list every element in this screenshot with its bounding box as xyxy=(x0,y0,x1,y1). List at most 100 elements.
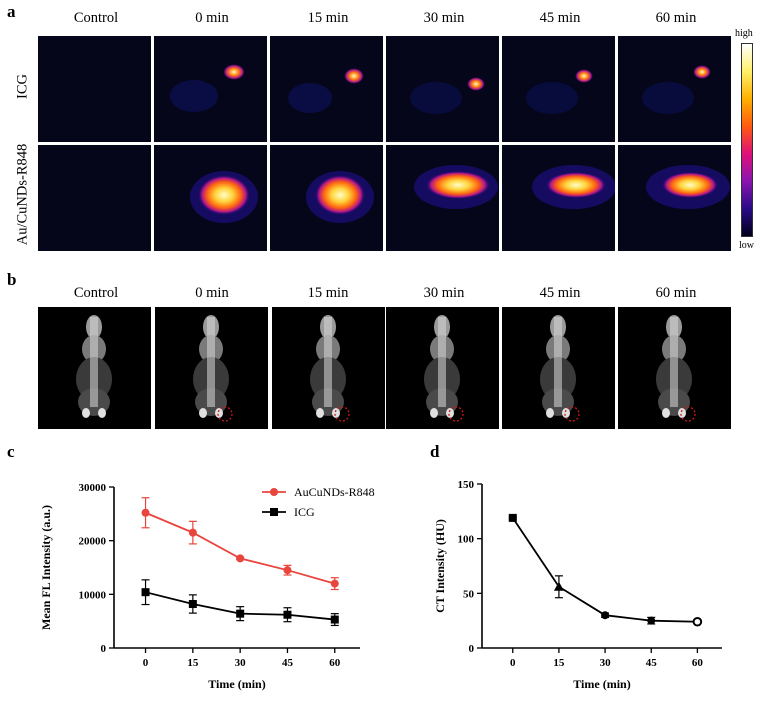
y-axis-label: CT Intensity (HU) xyxy=(433,519,447,613)
data-point xyxy=(283,610,292,619)
panel-b-col-60min: 60 min xyxy=(655,285,697,301)
fl-tile-aucunds-15min xyxy=(270,145,383,251)
panel-c-letter: c xyxy=(7,442,15,461)
panel-d-letter: d xyxy=(430,442,440,461)
fl-tile-aucunds-control xyxy=(38,145,151,251)
data-point xyxy=(330,615,339,624)
ct-mouse-part xyxy=(207,317,215,407)
data-point xyxy=(141,508,150,517)
ct-mouse-part xyxy=(98,408,106,418)
ct-mouse-part xyxy=(438,317,446,407)
panel-a-row-aucunds: Au/CuNDs-R848 xyxy=(14,143,31,246)
x-tick-label: 30 xyxy=(235,657,247,669)
ct-roi-circle xyxy=(217,406,233,422)
ct-tile-30min xyxy=(386,307,499,429)
data-point xyxy=(236,554,245,563)
series-line xyxy=(512,517,698,623)
ct-tile-0min xyxy=(155,307,268,429)
panel-a-col-60min: 60 min xyxy=(655,10,697,26)
data-point xyxy=(692,616,703,627)
y-axis-label: Mean FL Intensity (a.u.) xyxy=(39,505,53,630)
legend-label: AuCuNDs-R848 xyxy=(294,485,375,499)
chart-d-ct-intensity: 0 50 100 150 0 15 30 45 60 Time (min) CT Intensity… xyxy=(433,479,722,691)
ct-mouse-part xyxy=(562,408,570,418)
x-tick-label: 15 xyxy=(553,657,565,669)
fl-tile-aucunds-45min xyxy=(502,145,615,251)
x-tick-label: 0 xyxy=(510,657,516,669)
y-tick-label: 20000 xyxy=(79,536,107,548)
panel-a-row-icg: ICG xyxy=(14,74,31,99)
legend-marker xyxy=(270,508,278,516)
ct-mouse-part xyxy=(546,408,554,418)
ct-mouse-part xyxy=(670,317,678,407)
ct-mouse-part xyxy=(215,408,223,418)
data-point xyxy=(647,616,656,625)
ct-mouse-part xyxy=(554,317,562,407)
ct-tile-45min xyxy=(502,307,615,429)
data-point xyxy=(553,581,564,591)
ct-mouse-part xyxy=(324,317,332,407)
panel-a-letter: a xyxy=(7,2,16,21)
y-tick-label: 0 xyxy=(101,643,107,655)
ct-roi-circle xyxy=(334,406,350,422)
fl-tile-aucunds-30min xyxy=(386,145,499,251)
ct-mouse-part xyxy=(82,408,90,418)
y-tick-label: 100 xyxy=(458,534,475,546)
data-point xyxy=(141,588,150,597)
panel-b-col-15min: 15 min xyxy=(307,285,349,301)
x-tick-label: 15 xyxy=(187,657,199,669)
colorbar-low-label: low xyxy=(739,240,754,251)
y-tick-label: 50 xyxy=(463,588,475,600)
y-tick-label: 150 xyxy=(458,479,475,491)
ct-mouse-part xyxy=(430,408,438,418)
data-point xyxy=(601,611,610,620)
ct-mouse-part xyxy=(199,408,207,418)
fl-tile-icg-15min xyxy=(270,36,383,142)
panel-b-col-0min: 0 min xyxy=(195,285,229,301)
fl-tile-icg-60min xyxy=(618,36,731,142)
ct-mouse-part xyxy=(678,408,686,418)
fl-tile-icg-30min xyxy=(386,36,499,142)
panel-b-col-30min: 30 min xyxy=(423,285,465,301)
data-point xyxy=(508,513,517,522)
ct-tile-control xyxy=(38,307,151,429)
legend-marker xyxy=(270,488,278,496)
x-axis-label: Time (min) xyxy=(208,677,265,691)
fl-tile-aucunds-60min xyxy=(618,145,731,251)
panel-a-col-45min: 45 min xyxy=(539,10,581,26)
x-tick-label: 45 xyxy=(646,657,658,669)
fl-tile-aucunds-0min xyxy=(154,145,267,251)
ct-mouse-part xyxy=(90,317,98,407)
x-axis-label: Time (min) xyxy=(573,677,630,691)
ct-roi-circle xyxy=(448,406,464,422)
y-tick-label: 30000 xyxy=(79,482,107,494)
chart-c-fl-intensity: 0 10000 20000 30000 0 15 30 45 60 Time (min) Mean … xyxy=(39,482,375,691)
ct-mouse-part xyxy=(662,408,670,418)
x-tick-label: 60 xyxy=(329,657,341,669)
panel-a-col-0min: 0 min xyxy=(195,10,229,26)
colorbar xyxy=(741,43,753,237)
legend-label: ICG xyxy=(294,505,315,519)
panel-b-col-45min: 45 min xyxy=(539,285,581,301)
data-point xyxy=(188,528,197,537)
x-tick-label: 30 xyxy=(600,657,612,669)
ct-tile-15min xyxy=(272,307,385,429)
fl-tile-icg-0min xyxy=(154,36,267,142)
panel-a-col-control: Control xyxy=(73,10,119,26)
y-tick-label: 10000 xyxy=(79,589,107,601)
colorbar-high-label: high xyxy=(735,28,753,39)
ct-mouse-part xyxy=(446,408,454,418)
panel-b-letter: b xyxy=(7,270,17,289)
panel-a-col-15min: 15 min xyxy=(307,10,349,26)
panel-b-col-control: Control xyxy=(73,285,119,301)
series-line xyxy=(145,511,336,585)
fl-tile-icg-45min xyxy=(502,36,615,142)
ct-roi-circle xyxy=(680,406,696,422)
data-point xyxy=(188,599,197,608)
x-tick-label: 60 xyxy=(692,657,704,669)
ct-tile-60min xyxy=(618,307,731,429)
data-point xyxy=(330,579,339,588)
y-tick-label: 0 xyxy=(469,643,475,655)
ct-roi-circle xyxy=(564,406,580,422)
panel-a-col-30min: 30 min xyxy=(423,10,465,26)
